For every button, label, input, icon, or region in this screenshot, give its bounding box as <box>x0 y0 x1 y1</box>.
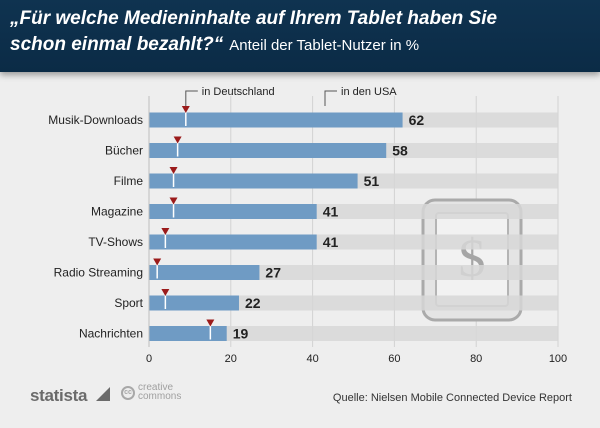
legend-callout-de <box>185 90 198 106</box>
marker-de <box>181 106 190 113</box>
bar-usa <box>149 143 387 158</box>
category-label: TV-Shows <box>88 235 143 249</box>
marker-de <box>173 136 182 144</box>
category-label: Sport <box>114 296 143 310</box>
category-label: Nachrichten <box>79 327 143 341</box>
data-label: 41 <box>323 204 339 220</box>
chart-title-line-2: schon einmal bezahlt?“ Anteil der Tablet-… <box>10 34 419 56</box>
data-label: 62 <box>409 112 425 128</box>
bar-usa <box>149 173 358 189</box>
data-label: 22 <box>245 295 261 311</box>
header-banner: „Für welche Medieninhalte auf Ihrem Tabl… <box>0 0 600 72</box>
category-label: Bücher <box>105 144 143 158</box>
category-label: Filme <box>114 174 144 188</box>
creative-commons-label-line-1: creative <box>138 382 174 393</box>
bar-usa <box>149 326 227 341</box>
x-tick-label: 0 <box>146 353 152 365</box>
creative-commons-icon: cc <box>121 386 135 400</box>
bar-usa <box>149 204 317 219</box>
chart-title-line-1: „Für welche Medieninhalte auf Ihrem Tabl… <box>10 8 498 29</box>
x-tick-label: 40 <box>306 353 318 365</box>
legend-label-de: in Deutschland <box>202 86 275 98</box>
source-note: Quelle: Nielsen Mobile Connected Device … <box>332 392 572 404</box>
data-label: 58 <box>392 143 408 159</box>
marker-de <box>169 167 178 174</box>
x-tick-label: 20 <box>225 353 237 365</box>
bar-usa <box>149 295 239 311</box>
category-label: Magazine <box>91 205 143 219</box>
chart-subtitle: Anteil der Tablet-Nutzer in % <box>229 37 420 54</box>
data-label: 19 <box>233 326 249 342</box>
x-tick-label: 60 <box>388 353 400 365</box>
bar-track <box>149 326 558 341</box>
marker-de <box>161 289 170 296</box>
marker-de <box>206 319 215 327</box>
creative-commons-label-line-2: commons <box>138 391 182 402</box>
data-label: 27 <box>265 265 281 281</box>
x-tick-label: 80 <box>470 353 482 365</box>
chart-title-line-2-text: schon einmal bezahlt?“ <box>10 34 224 55</box>
category-label: Musik-Downloads <box>48 113 143 127</box>
marker-de <box>169 197 178 205</box>
statista-logo: statista <box>30 386 88 405</box>
bar-usa <box>149 265 260 280</box>
legend-callout-usa <box>324 90 337 106</box>
bar-usa <box>149 112 403 128</box>
bar-usa <box>149 234 317 250</box>
marker-de <box>161 228 170 235</box>
data-label: 51 <box>364 173 380 189</box>
data-label: 41 <box>323 234 339 250</box>
x-tick-label: 100 <box>549 353 567 365</box>
legend-label-usa: in den USA <box>341 86 397 98</box>
marker-de <box>153 258 162 266</box>
category-label: Radio Streaming <box>54 266 143 280</box>
creative-commons-label: creative commons <box>138 382 182 402</box>
bar-track <box>149 295 558 311</box>
